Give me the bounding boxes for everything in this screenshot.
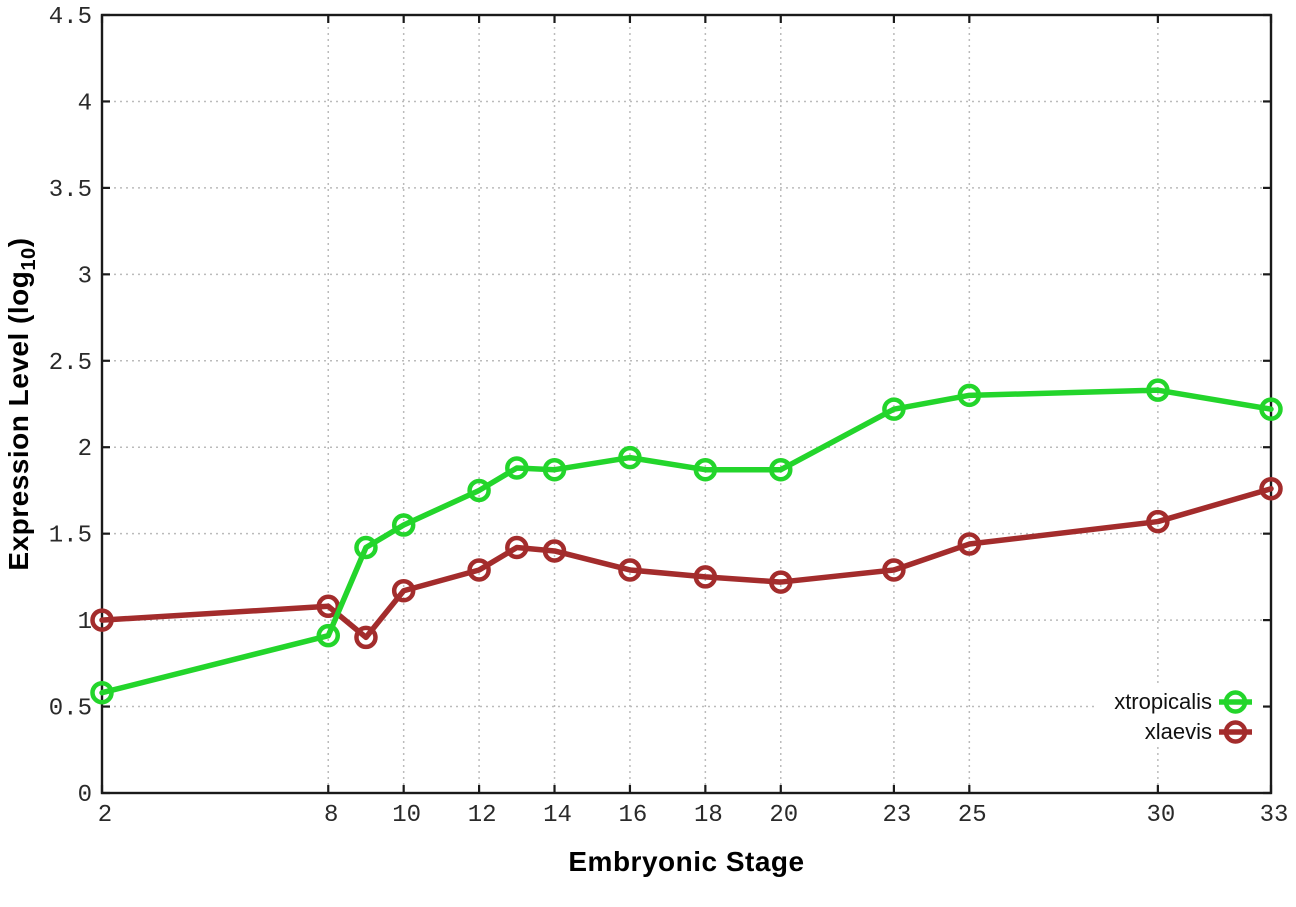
data-point-xtropicalis [90,680,114,705]
data-point-xlaevis [882,558,906,582]
y-tick-label: 3 [78,263,92,290]
data-point-xtropicalis [391,513,416,537]
x-tick-label: 10 [392,802,421,829]
y-tick-label: 2.5 [49,350,92,377]
tick-marks [100,13,1273,795]
data-point-xtropicalis [1146,378,1170,402]
y-axis-title-suffix: ) [3,237,35,248]
x-tick-label: 2 [98,802,112,829]
data-point-xlaevis [467,558,491,582]
data-point-xlaevis [693,565,718,589]
y-tick-label: 4.5 [49,4,92,31]
y-tick-label: 4 [78,90,92,117]
series-xlaevis [90,476,1283,650]
y-tick-label: 0 [78,782,92,809]
x-axis-title: Embryonic Stage [568,846,805,877]
data-point-xlaevis [1146,509,1170,534]
data-point-xtropicalis [693,457,718,482]
legend: xtropicalis xlaevis [1114,689,1252,744]
data-point-xtropicalis [1259,397,1283,421]
series-xtropicalis [90,378,1283,705]
y-axis-title-subscript: 10 [17,247,40,271]
x-tick-label: 14 [543,802,572,829]
x-tick-label: 8 [324,802,338,829]
y-tick-label: 0.5 [49,696,92,723]
series-line-xtropicalis [99,387,1274,696]
data-point-xlaevis [316,594,341,619]
x-tick-label: 12 [468,802,497,829]
grid-lines [101,14,1272,794]
data-point-xtropicalis [467,478,491,503]
x-tick-label: 30 [1146,802,1175,829]
y-tick-label: 1 [78,609,92,636]
data-point-xlaevis [391,578,416,603]
x-tick-label: 25 [958,802,987,829]
data-point-xlaevis [769,570,793,594]
data-point-xtropicalis [542,457,567,482]
data-point-xtropicalis [882,397,906,421]
data-point-xtropicalis [957,383,982,408]
series-line-xlaevis [99,485,1274,641]
data-point-xtropicalis [354,535,378,560]
data-point-xtropicalis [505,456,529,480]
legend-marker-xtropicalis [1223,690,1248,714]
x-tick-label: 18 [694,802,723,829]
data-point-xtropicalis [618,445,642,470]
plot-border [100,13,1273,795]
legend-label-xlaevis: xlaevis [1145,719,1212,744]
y-tick-label: 1.5 [49,523,92,550]
x-tick-label: 20 [769,802,798,829]
y-tick-label: 3.5 [49,177,92,204]
data-point-xlaevis [90,608,114,632]
y-tick-label: 2 [78,436,92,463]
data-point-xlaevis [957,532,982,556]
legend-label-xtropicalis: xtropicalis [1114,689,1212,714]
x-tick-label: 23 [882,802,911,829]
x-tick-label: 16 [619,802,648,829]
data-point-xlaevis [542,539,567,563]
data-point-xlaevis [1259,476,1283,501]
x-tick-label: 33 [1260,802,1289,829]
data-point-xtropicalis [316,623,341,648]
legend-background [1098,685,1266,747]
data-point-xlaevis [618,558,642,582]
data-point-xlaevis [354,625,378,650]
data-point-xtropicalis [769,457,793,482]
y-axis-title: Expression Level (log10) [3,237,41,570]
legend-marker-xlaevis [1223,720,1248,744]
data-point-xlaevis [505,535,529,560]
y-axis-title-text: Expression Level (log [3,270,35,571]
